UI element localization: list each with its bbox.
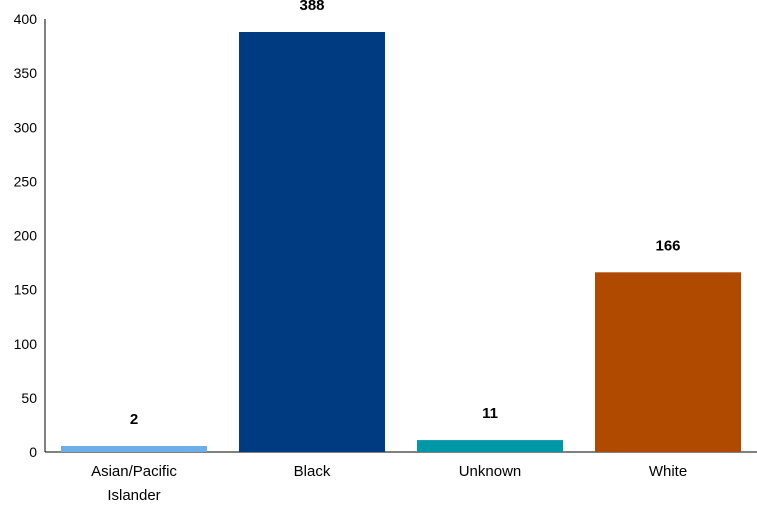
y-tick-label: 50 bbox=[21, 390, 37, 406]
y-tick-label: 100 bbox=[14, 336, 38, 352]
y-tick-label: 350 bbox=[14, 65, 38, 81]
data-label: 2 bbox=[130, 411, 138, 428]
x-tick-label: Islander bbox=[107, 487, 160, 504]
bar bbox=[61, 446, 207, 452]
x-tick-label: Black bbox=[294, 463, 331, 480]
data-label: 388 bbox=[299, 0, 324, 14]
x-tick-label: Asian/Pacific bbox=[91, 463, 177, 480]
bars bbox=[61, 31, 741, 453]
data-labels: 2 388 11 166 bbox=[130, 0, 681, 428]
bar bbox=[595, 272, 741, 452]
y-tick-labels: 0 50 100 150 200 250 300 350 400 bbox=[14, 11, 38, 460]
category-labels: Asian/Pacific Islander Black Unknown White bbox=[91, 463, 687, 504]
bar bbox=[239, 31, 385, 453]
y-tick-label: 250 bbox=[14, 173, 38, 189]
data-label: 166 bbox=[655, 237, 680, 254]
y-tick-label: 150 bbox=[14, 282, 38, 298]
data-label: 11 bbox=[482, 405, 498, 422]
bar bbox=[417, 440, 563, 452]
y-tick-label: 200 bbox=[14, 228, 38, 244]
y-tick-label: 400 bbox=[14, 11, 38, 27]
x-tick-label: Unknown bbox=[459, 463, 522, 480]
y-tick-label: 300 bbox=[14, 119, 38, 135]
x-tick-label: White bbox=[649, 463, 687, 480]
y-tick-label: 0 bbox=[29, 444, 37, 460]
